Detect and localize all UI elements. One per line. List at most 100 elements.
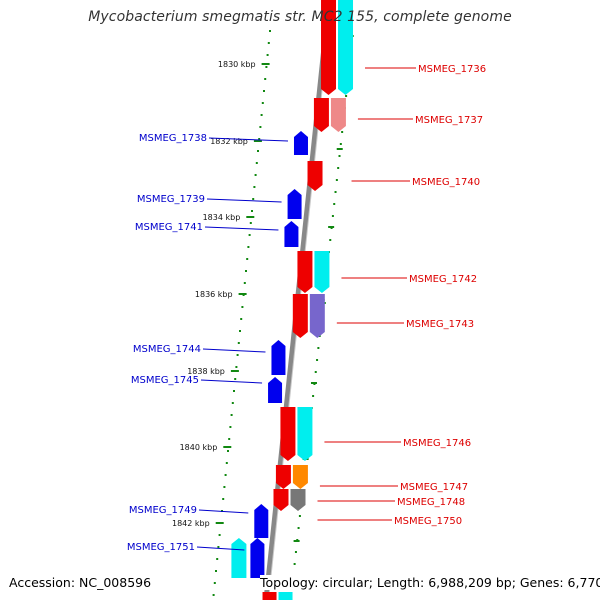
forward-gene-label[interactable]: MSMEG_1740 [412, 177, 480, 188]
guide-dot-left [258, 138, 261, 140]
scale-tick-label: 1840 kbp [180, 443, 218, 452]
forward-gene-label[interactable]: MSMEG_1743 [406, 319, 474, 330]
reverse-gene-arrow[interactable] [271, 340, 286, 375]
guide-dot-left [222, 498, 225, 500]
forward-gene-label[interactable]: MSMEG_1746 [403, 438, 471, 449]
reverse-gene-arrow[interactable] [254, 504, 269, 538]
gene-label-leader [208, 137, 289, 142]
cds-feature-arrow[interactable] [290, 489, 306, 511]
accession-text: Accession: NC_008596 [9, 575, 152, 590]
reverse-gene-arrow[interactable] [268, 377, 283, 403]
guide-dot-right [314, 371, 317, 373]
guide-dot-left [259, 126, 262, 128]
gene-forward[interactable] [280, 407, 313, 461]
map-title: Mycobacterium smegmatis str. MC2 155, co… [88, 9, 512, 25]
guide-dot-left [251, 210, 253, 212]
forward-gene-arrow[interactable] [297, 251, 313, 293]
cds-feature-arrow[interactable] [278, 592, 293, 600]
forward-gene-arrow[interactable] [292, 294, 308, 338]
guide-dot-left [224, 474, 227, 476]
guide-dot-left [248, 234, 251, 236]
guide-dot-right [334, 191, 337, 193]
scale-tick-mark [246, 216, 255, 218]
reverse-gene-label[interactable]: MSMEG_1745 [131, 375, 199, 386]
reverse-gene-arrow[interactable] [250, 538, 265, 578]
gene-forward[interactable] [307, 161, 323, 191]
forward-gene-label[interactable]: MSMEG_1736 [418, 64, 486, 75]
guide-dot-right [294, 551, 297, 553]
guide-dot-left [263, 90, 265, 92]
forward-gene-arrow[interactable] [313, 98, 329, 132]
gene-forward[interactable] [275, 465, 308, 489]
cds-feature-arrow[interactable] [309, 294, 325, 338]
guide-dot-left [267, 42, 270, 44]
gene-label-leader [200, 379, 263, 384]
guide-dot-left [261, 102, 264, 104]
gene-forward[interactable] [292, 294, 325, 338]
reverse-gene-label[interactable]: MSMEG_1739 [137, 194, 205, 205]
cds-feature-arrow[interactable] [338, 0, 354, 95]
forward-gene-arrow[interactable] [307, 161, 323, 191]
cds-feature-arrow[interactable] [231, 538, 247, 578]
cds-feature-arrow[interactable] [297, 407, 313, 461]
cds-feature-arrow[interactable] [314, 251, 330, 293]
gene-forward[interactable] [313, 98, 346, 132]
gene-label-leader [198, 509, 249, 514]
reverse-gene-label[interactable]: MSMEG_1738 [139, 133, 207, 144]
guide-dot-left [269, 30, 271, 32]
guide-dash-right [328, 226, 335, 228]
scale-tick-label: 1838 kbp [187, 367, 225, 376]
gene-features[interactable] [231, 0, 354, 600]
forward-gene-label[interactable]: MSMEG_1747 [400, 482, 468, 493]
gene-reverse[interactable] [268, 377, 283, 403]
reverse-gene-arrow[interactable] [293, 131, 308, 155]
guide-dot-right [329, 239, 332, 241]
forward-gene-arrow[interactable] [275, 465, 291, 489]
cds-feature-arrow[interactable] [292, 465, 308, 489]
gene-reverse[interactable] [293, 131, 308, 155]
forward-gene-arrow[interactable] [321, 0, 337, 95]
cds-feature-arrow[interactable] [330, 98, 346, 132]
scale-tick-mark [223, 446, 232, 448]
reverse-gene-label[interactable]: MSMEG_1744 [133, 344, 201, 355]
reverse-gene-arrow[interactable] [287, 189, 302, 219]
guide-dot-left [223, 486, 226, 488]
gene-reverse[interactable] [284, 221, 299, 247]
gene-forward[interactable] [297, 251, 330, 293]
forward-gene-label[interactable]: MSMEG_1742 [409, 274, 477, 285]
scale-tick-label: 1830 kbp [218, 60, 256, 69]
guide-dot-left [249, 222, 252, 224]
guide-dot-right [293, 563, 296, 565]
reverse-gene-label[interactable]: MSMEG_1741 [135, 222, 203, 233]
forward-gene-arrow[interactable] [273, 489, 289, 511]
guide-dot-left [240, 318, 243, 320]
gene-reverse[interactable] [287, 189, 302, 219]
guide-dot-right [338, 155, 341, 157]
gene-labels[interactable]: MSMEG_1736 MSMEG_1737 MSMEG_1740 MSMEG_1742… [127, 64, 486, 553]
reverse-gene-arrow[interactable] [284, 221, 299, 247]
guide-dot-left [245, 270, 247, 272]
forward-gene-arrow[interactable] [262, 592, 277, 600]
gene-reverse[interactable] [271, 340, 286, 375]
forward-gene-arrow[interactable] [280, 407, 296, 461]
scale-tick-label: 1834 kbp [203, 213, 241, 222]
guide-dot-left [243, 282, 246, 284]
guide-dot-right [339, 143, 342, 145]
guide-dash-right [293, 540, 300, 542]
reverse-gene-label[interactable]: MSMEG_1751 [127, 542, 195, 553]
reverse-gene-label[interactable]: MSMEG_1749 [129, 505, 197, 516]
scale-tick-label: 1842 kbp [172, 519, 210, 528]
forward-gene-label[interactable]: MSMEG_1737 [415, 115, 483, 126]
forward-gene-label[interactable]: MSMEG_1750 [394, 516, 462, 527]
gene-forward[interactable] [321, 0, 354, 95]
guide-dot-left [227, 450, 229, 452]
scale-tick-mark [215, 522, 224, 524]
guide-dot-left [241, 306, 244, 308]
gene-reverse[interactable] [231, 538, 265, 578]
guide-dot-left [247, 246, 250, 248]
gene-reverse[interactable] [254, 504, 269, 538]
gene-forward[interactable] [273, 489, 306, 511]
forward-gene-label[interactable]: MSMEG_1748 [397, 497, 465, 508]
